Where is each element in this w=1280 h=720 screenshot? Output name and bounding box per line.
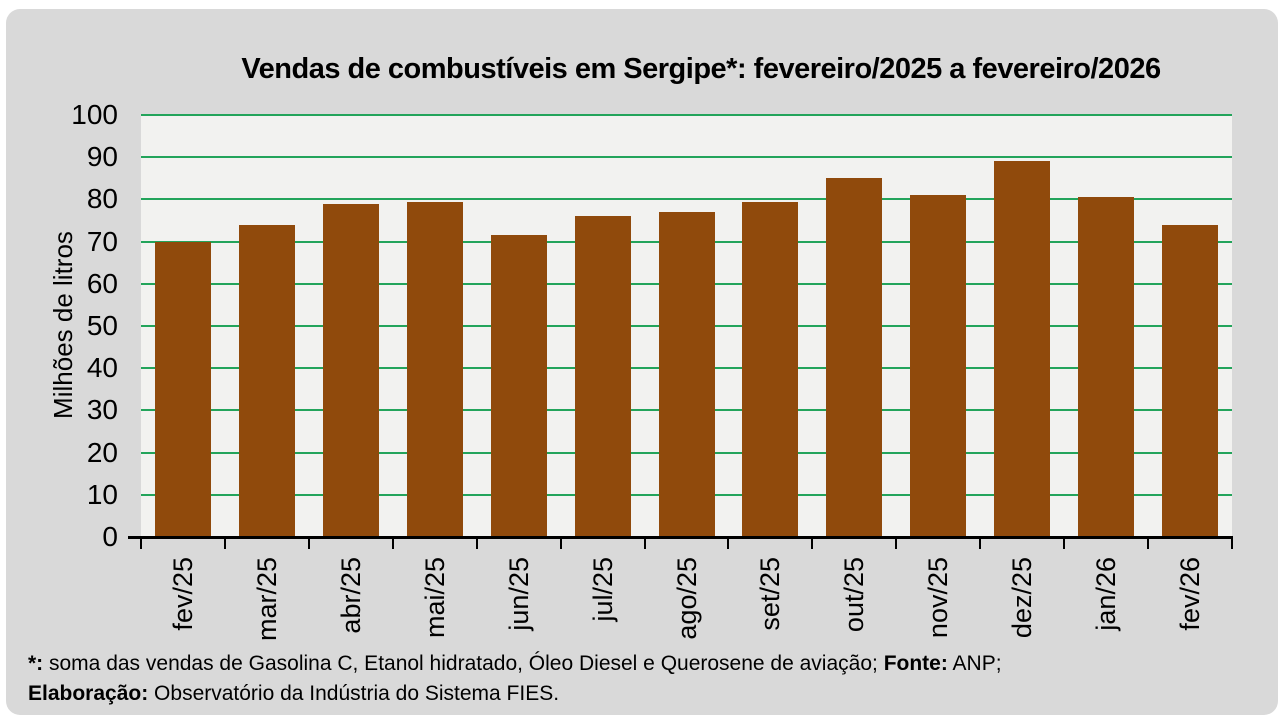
bar-out/25 [826, 178, 883, 537]
x-tick-label: out/25 [839, 557, 870, 633]
x-tick-mark [1063, 536, 1066, 549]
x-tick-mark [643, 536, 646, 549]
x-tick-label: ago/25 [671, 557, 702, 640]
y-tick-label: 10 [86, 478, 118, 510]
y-tick-label: 60 [86, 267, 118, 299]
footnote: *: soma das vendas de Gasolina C, Etanol… [28, 649, 1272, 709]
y-tick-label: 40 [86, 352, 118, 384]
x-tick-label: abr/25 [335, 557, 366, 634]
x-tick-mark [223, 536, 226, 549]
y-tick-label: 20 [86, 436, 118, 468]
x-tick-mark [727, 536, 730, 549]
footnote-line: *: soma das vendas de Gasolina C, Etanol… [28, 652, 1002, 675]
x-tick-mark [307, 536, 310, 549]
x-tick-label: mar/25 [251, 557, 282, 642]
x-tick-mark [1147, 536, 1150, 549]
x-tick-label: set/25 [755, 557, 786, 631]
bar-nov/25 [910, 195, 967, 537]
chart-panel: Vendas de combustíveis em Sergipe*: feve… [6, 9, 1278, 715]
x-tick-mark [140, 536, 142, 549]
x-tick-label: dez/25 [1007, 557, 1038, 639]
x-tick-label: jan/26 [1091, 557, 1122, 631]
x-axis-line [128, 536, 1233, 539]
bar-set/25 [742, 201, 799, 537]
bar-fev/26 [1162, 224, 1219, 537]
x-tick-mark [391, 536, 394, 549]
bar-mar/25 [238, 224, 295, 537]
y-tick-label: 80 [86, 183, 118, 215]
gridline [141, 114, 1232, 116]
y-tick-label: 30 [86, 394, 118, 426]
x-tick-label: mai/25 [419, 557, 450, 639]
x-tick-label: jul/25 [587, 557, 618, 622]
footnote-line: Elaboração: Observatório da Indústria do… [28, 682, 560, 705]
x-tick-mark [979, 536, 982, 549]
y-tick-label: 70 [86, 225, 118, 257]
bar-mai/25 [406, 201, 463, 537]
x-tick-label: jun/25 [503, 557, 534, 631]
x-tick-label: fev/25 [167, 557, 198, 631]
gridline [141, 156, 1232, 159]
y-tick-label: 0 [102, 521, 118, 552]
x-tick-mark [811, 536, 814, 549]
bar-dez/25 [994, 161, 1051, 537]
bar-jul/25 [574, 216, 631, 537]
y-tick-label: 50 [86, 310, 118, 341]
x-tick-label: fev/26 [1175, 557, 1206, 631]
plot-area [141, 114, 1232, 537]
chart-title: Vendas de combustíveis em Sergipe*: feve… [241, 53, 1161, 85]
y-tick-label: 100 [71, 99, 118, 130]
x-tick-mark [895, 536, 898, 549]
y-tick-label: 90 [86, 141, 118, 173]
bar-jun/25 [490, 235, 547, 537]
x-tick-mark [559, 536, 562, 549]
bar-jan/26 [1078, 197, 1135, 537]
x-tick-mark [1231, 536, 1233, 549]
bar-fev/25 [154, 241, 211, 537]
x-tick-label: nov/25 [923, 557, 954, 639]
gridline [141, 198, 1232, 201]
bar-ago/25 [658, 212, 715, 537]
x-tick-mark [475, 536, 478, 549]
bar-abr/25 [322, 203, 379, 537]
